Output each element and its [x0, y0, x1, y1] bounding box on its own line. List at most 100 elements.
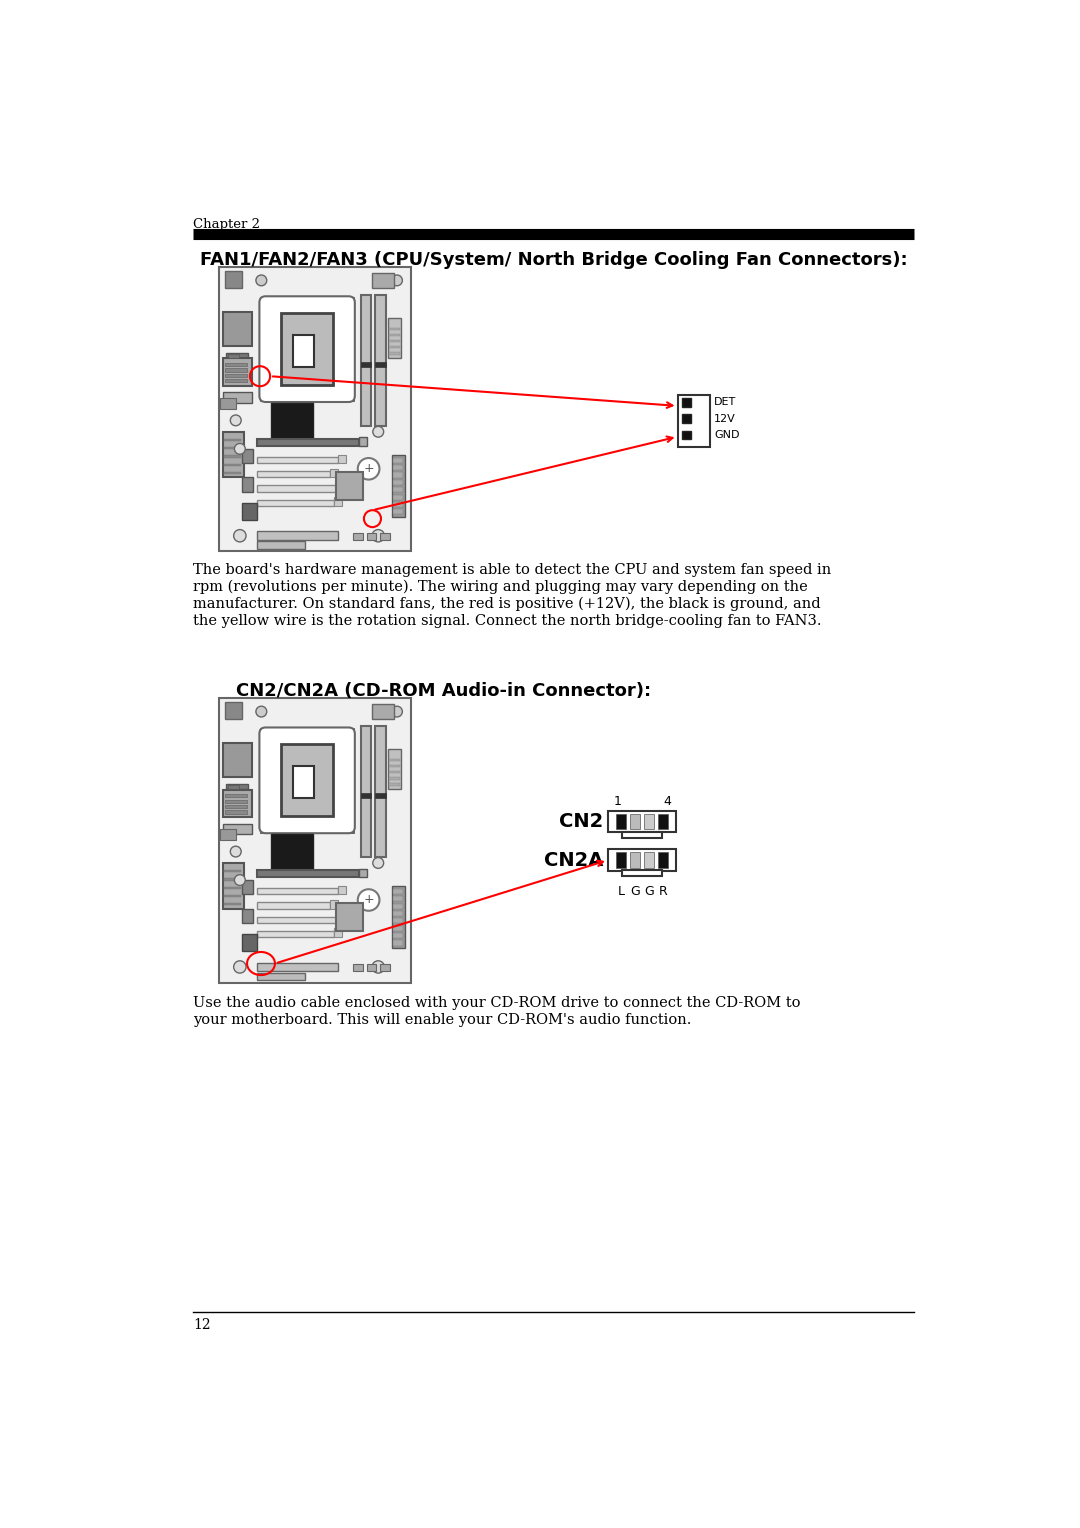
Bar: [242, 503, 257, 520]
Bar: [225, 463, 241, 466]
Bar: [257, 541, 306, 549]
Text: Use the audio cable enclosed with your CD-ROM drive to connect the CD-ROM to: Use the audio cable enclosed with your C…: [193, 996, 800, 1010]
Text: 12V: 12V: [714, 414, 735, 423]
Bar: [228, 785, 239, 788]
Bar: [393, 501, 403, 507]
Bar: [257, 917, 338, 923]
Bar: [227, 784, 248, 788]
Bar: [293, 766, 314, 798]
Bar: [388, 749, 402, 788]
Bar: [336, 472, 363, 500]
Bar: [222, 790, 252, 817]
Text: 1: 1: [613, 795, 622, 808]
Bar: [242, 909, 254, 923]
Bar: [336, 903, 363, 932]
Bar: [257, 963, 338, 972]
Bar: [353, 964, 363, 972]
Bar: [393, 926, 403, 931]
Bar: [222, 393, 252, 403]
Bar: [608, 811, 676, 833]
Bar: [683, 414, 691, 423]
Bar: [338, 914, 346, 923]
Bar: [261, 298, 353, 400]
Bar: [393, 889, 403, 894]
Bar: [658, 853, 667, 868]
Ellipse shape: [392, 706, 403, 717]
Ellipse shape: [373, 857, 383, 868]
Text: your motherboard. This will enable your CD-ROM's audio function.: your motherboard. This will enable your …: [193, 1013, 691, 1027]
Bar: [225, 379, 246, 382]
Bar: [376, 793, 386, 798]
Bar: [658, 814, 667, 830]
Bar: [338, 454, 346, 463]
Bar: [225, 472, 241, 474]
Bar: [257, 532, 338, 539]
Text: CN2A: CN2A: [543, 851, 603, 869]
Bar: [330, 900, 338, 909]
Bar: [393, 903, 403, 909]
Bar: [393, 934, 403, 938]
Ellipse shape: [234, 443, 245, 454]
Bar: [389, 772, 401, 773]
Bar: [393, 918, 403, 923]
Bar: [389, 353, 401, 354]
Bar: [228, 354, 239, 358]
Bar: [257, 869, 359, 877]
Bar: [257, 486, 338, 492]
Bar: [225, 903, 241, 906]
Ellipse shape: [373, 426, 383, 437]
Bar: [222, 359, 252, 387]
Bar: [683, 399, 691, 406]
Ellipse shape: [256, 706, 267, 717]
Ellipse shape: [233, 530, 246, 542]
Bar: [392, 886, 405, 949]
Bar: [222, 863, 244, 909]
Bar: [338, 483, 346, 492]
Bar: [225, 448, 241, 449]
Bar: [644, 814, 653, 830]
Bar: [334, 497, 341, 506]
Bar: [393, 897, 403, 902]
Text: GND: GND: [714, 429, 740, 440]
Text: CN2: CN2: [558, 813, 603, 831]
Bar: [367, 533, 376, 539]
Bar: [359, 437, 367, 446]
Bar: [389, 333, 401, 336]
Bar: [622, 831, 662, 837]
Bar: [225, 886, 241, 889]
Bar: [225, 810, 246, 813]
Bar: [361, 726, 372, 857]
Ellipse shape: [357, 458, 379, 480]
Bar: [293, 335, 314, 367]
Bar: [225, 805, 246, 808]
Bar: [218, 698, 410, 983]
Bar: [393, 472, 403, 478]
Bar: [257, 457, 338, 463]
FancyBboxPatch shape: [259, 727, 355, 833]
Bar: [380, 533, 390, 539]
Bar: [389, 347, 401, 348]
Bar: [616, 853, 626, 868]
Bar: [359, 868, 367, 877]
Bar: [222, 743, 252, 778]
Bar: [225, 879, 241, 880]
Bar: [622, 871, 662, 877]
Ellipse shape: [230, 847, 241, 857]
Bar: [271, 834, 313, 871]
Bar: [225, 270, 242, 289]
Bar: [225, 368, 246, 371]
Bar: [361, 362, 372, 367]
Bar: [242, 934, 257, 952]
Text: FAN1/FAN2/FAN3 (CPU/System/ North Bridge Cooling Fan Connectors):: FAN1/FAN2/FAN3 (CPU/System/ North Bridge…: [200, 251, 907, 269]
Text: Chapter 2: Chapter 2: [193, 219, 260, 231]
Bar: [338, 886, 346, 894]
Bar: [393, 465, 403, 471]
Bar: [353, 533, 363, 539]
Bar: [225, 895, 241, 897]
Text: +: +: [363, 463, 374, 475]
Bar: [257, 471, 330, 477]
Bar: [222, 824, 252, 834]
Ellipse shape: [233, 961, 246, 973]
Text: rpm (revolutions per minute). The wiring and plugging may vary depending on the: rpm (revolutions per minute). The wiring…: [193, 581, 808, 594]
Bar: [393, 940, 403, 946]
